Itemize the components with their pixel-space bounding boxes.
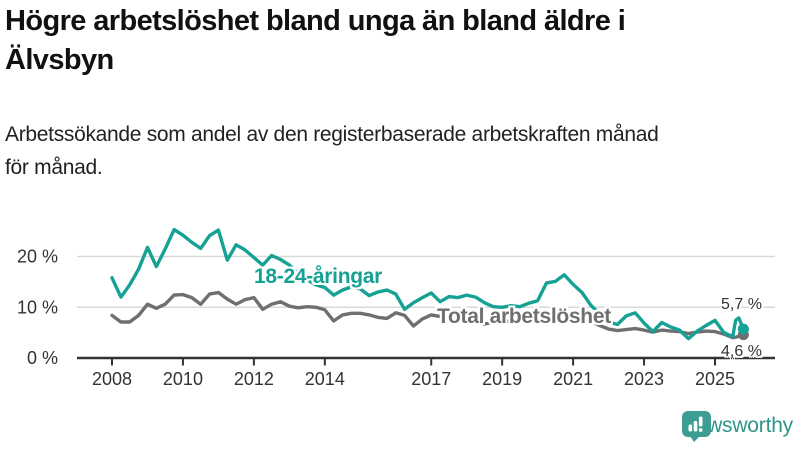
y-tick-label-10: 10 % [17,297,58,317]
newsworthy-logo: Newsworthy [681,410,793,442]
series-label-young: 18-24-åringar [254,265,382,288]
x-tick-label-2014: 2014 [305,369,345,389]
x-tick-label-2025: 2025 [695,369,735,389]
x-tick-label-2017: 2017 [411,369,451,389]
title-line-2: Älvsbyn [5,44,114,76]
series-line-18-24-åringar [110,227,746,341]
y-tick-label-0: 0 % [27,348,58,368]
x-tick-label-2010: 2010 [163,369,203,389]
x-tick-label-2019: 2019 [482,369,522,389]
newsworthy-logo-icon [681,411,711,442]
series-line-Total arbetslöshet [110,290,746,340]
x-tick-label-2008: 2008 [92,369,132,389]
series-label-total: Total arbetslöshet [437,305,611,328]
subtitle-line-1: Arbetssökande som andel av den registerb… [5,123,659,146]
chart-subtitle: Arbetssökande som andel av den registerb… [5,118,795,184]
y-tick-label-20: 20 % [17,247,58,267]
end-value-label-young: 5,7 % [721,296,762,313]
x-tick-label-2021: 2021 [553,369,593,389]
end-value-label-total: 4,6 % [721,343,762,360]
x-tick-label-2012: 2012 [234,369,274,389]
series-end-dot-18-24-åringar [737,323,749,335]
title-line-1: Högre arbetslöshet bland unga än bland ä… [5,5,626,37]
x-tick-label-2023: 2023 [624,369,664,389]
subtitle-line-2: för månad. [5,156,103,179]
page-title: Högre arbetslöshet bland unga än bland ä… [5,2,785,80]
